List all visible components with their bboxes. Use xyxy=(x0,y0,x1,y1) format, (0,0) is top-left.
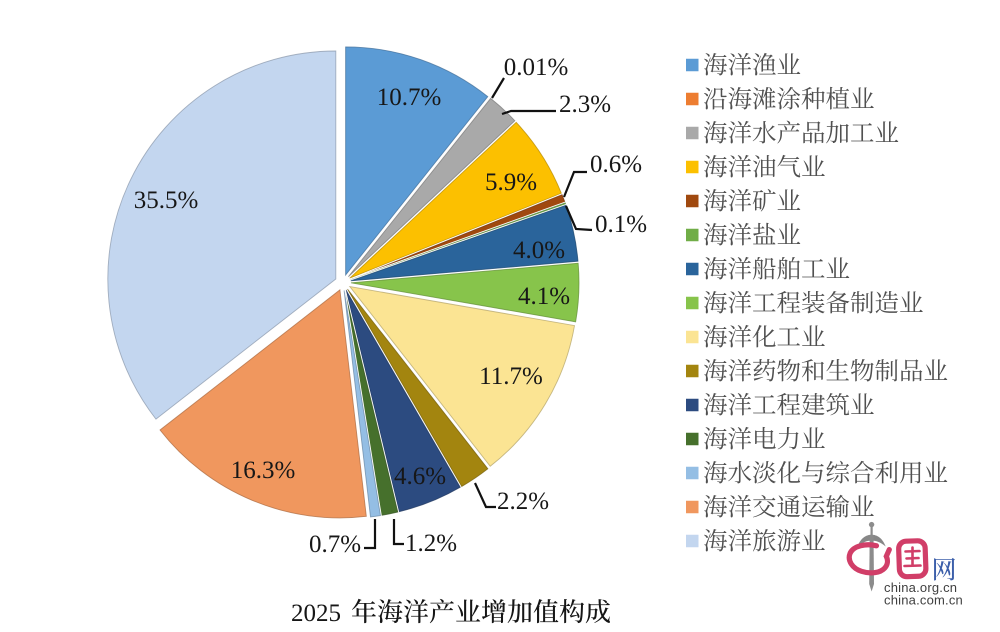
svg-text:10.7%: 10.7% xyxy=(377,84,442,111)
svg-text:16.3%: 16.3% xyxy=(231,457,296,484)
svg-text:china.org.cn: china.org.cn xyxy=(884,580,957,595)
svg-text:4.6%: 4.6% xyxy=(394,463,446,490)
svg-text:2025: 2025 xyxy=(291,600,341,627)
svg-text:0.6%: 0.6% xyxy=(590,151,642,178)
svg-text:1.2%: 1.2% xyxy=(405,530,457,557)
svg-text:4.1%: 4.1% xyxy=(518,283,570,310)
svg-text:0.7%: 0.7% xyxy=(309,531,361,558)
svg-text:4.0%: 4.0% xyxy=(513,237,565,264)
svg-text:35.5%: 35.5% xyxy=(134,187,199,214)
svg-text:china.com.cn: china.com.cn xyxy=(884,593,963,608)
svg-text:11.7%: 11.7% xyxy=(479,363,543,390)
svg-text:0.1%: 0.1% xyxy=(595,211,647,238)
svg-text:2.2%: 2.2% xyxy=(497,488,549,515)
svg-text:5.9%: 5.9% xyxy=(485,169,537,196)
svg-text:0.01%: 0.01% xyxy=(504,54,569,81)
svg-text:2.3%: 2.3% xyxy=(559,91,611,118)
